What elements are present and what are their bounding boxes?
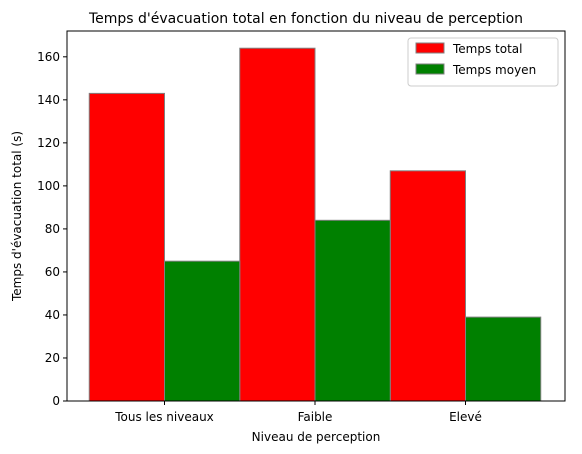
bar-temps-total-2 bbox=[239, 47, 316, 402]
y-tick-label: 40 bbox=[45, 308, 60, 322]
plot-area-frame bbox=[66, 30, 566, 402]
y-tick-label: 140 bbox=[37, 93, 60, 107]
legend-swatch bbox=[415, 63, 445, 75]
y-tick-label: 100 bbox=[37, 179, 60, 193]
bar-temps-total-3 bbox=[389, 170, 466, 402]
bar-temps-moyen-2 bbox=[314, 219, 391, 402]
x-tick-label: Tous les niveaux bbox=[114, 410, 214, 424]
y-tick-label: 60 bbox=[45, 265, 60, 279]
y-axis: 0 20 40 60 80 100 120 140 160 bbox=[37, 50, 67, 408]
y-tick-label: 20 bbox=[45, 351, 60, 365]
y-tick-label: 0 bbox=[52, 394, 60, 408]
legend-label: Temps moyen bbox=[452, 63, 536, 77]
x-tick-label: Elevé bbox=[449, 410, 482, 424]
x-tick-label: Faible bbox=[298, 410, 333, 424]
bar-temps-total-1 bbox=[88, 92, 165, 402]
y-tick-label: 160 bbox=[37, 50, 60, 64]
legend-box bbox=[407, 37, 559, 87]
x-axis: Tous les niveaux Faible Elevé bbox=[114, 401, 482, 424]
y-tick-label: 120 bbox=[37, 136, 60, 150]
y-axis-label: Temps d'évacuation total (s) bbox=[10, 131, 24, 302]
bars-group bbox=[88, 47, 542, 402]
y-tick-label: 80 bbox=[45, 222, 60, 236]
bar-temps-moyen-3 bbox=[465, 316, 542, 402]
chart-title: Temps d'évacuation total en fonction du … bbox=[88, 11, 523, 27]
legend-label: Temps total bbox=[452, 42, 523, 56]
legend-swatch bbox=[415, 42, 445, 54]
legend: Temps total Temps moyen bbox=[407, 37, 559, 87]
x-axis-label: Niveau de perception bbox=[252, 430, 381, 444]
bar-temps-moyen-1 bbox=[164, 260, 241, 402]
